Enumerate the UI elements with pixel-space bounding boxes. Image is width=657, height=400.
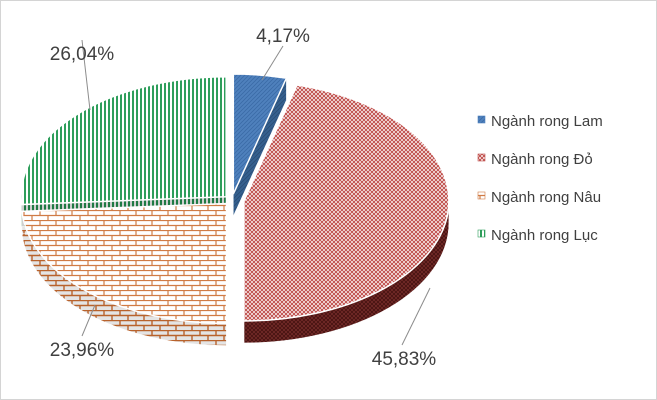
label-nau: 23,96% bbox=[50, 340, 115, 361]
data-labels: 4,17% 45,83% 23,96% 26,04% bbox=[50, 26, 437, 370]
slice-lam bbox=[232, 73, 288, 195]
legend-label-lam: Ngành rong Lam bbox=[491, 113, 603, 130]
legend-swatch-do bbox=[477, 153, 486, 162]
legend-item-nau: Ngành rong Nâu bbox=[477, 189, 601, 206]
label-luc: 26,04% bbox=[50, 44, 115, 65]
slice-do bbox=[243, 84, 450, 322]
leader-do bbox=[401, 287, 431, 346]
legend-label-do: Ngành rong Đỏ bbox=[491, 151, 593, 168]
legend-swatch-luc bbox=[477, 229, 486, 238]
legend-item-luc: Ngành rong Lục bbox=[477, 227, 598, 244]
legend-label-nau: Ngành rong Nâu bbox=[491, 189, 601, 206]
slice-nau bbox=[21, 202, 228, 325]
pie-tops bbox=[20, 73, 450, 325]
legend-item-do: Ngành rong Đỏ bbox=[477, 151, 593, 168]
legend: Ngành rong Lam Ngành rong Đỏ Ngành rong Nâ… bbox=[477, 113, 603, 244]
label-lam: 4,17% bbox=[256, 26, 310, 47]
label-do: 45,83% bbox=[372, 349, 437, 370]
legend-swatch-nau bbox=[477, 191, 486, 200]
legend-swatch-lam bbox=[477, 115, 486, 124]
legend-item-lam: Ngành rong Lam bbox=[477, 113, 603, 130]
leader-luc bbox=[81, 39, 91, 111]
leader-lam bbox=[261, 45, 284, 81]
leader-nau bbox=[81, 304, 96, 337]
slice-luc bbox=[20, 75, 227, 206]
leader-lines bbox=[81, 39, 431, 346]
legend-label-luc: Ngành rong Lục bbox=[491, 227, 598, 244]
